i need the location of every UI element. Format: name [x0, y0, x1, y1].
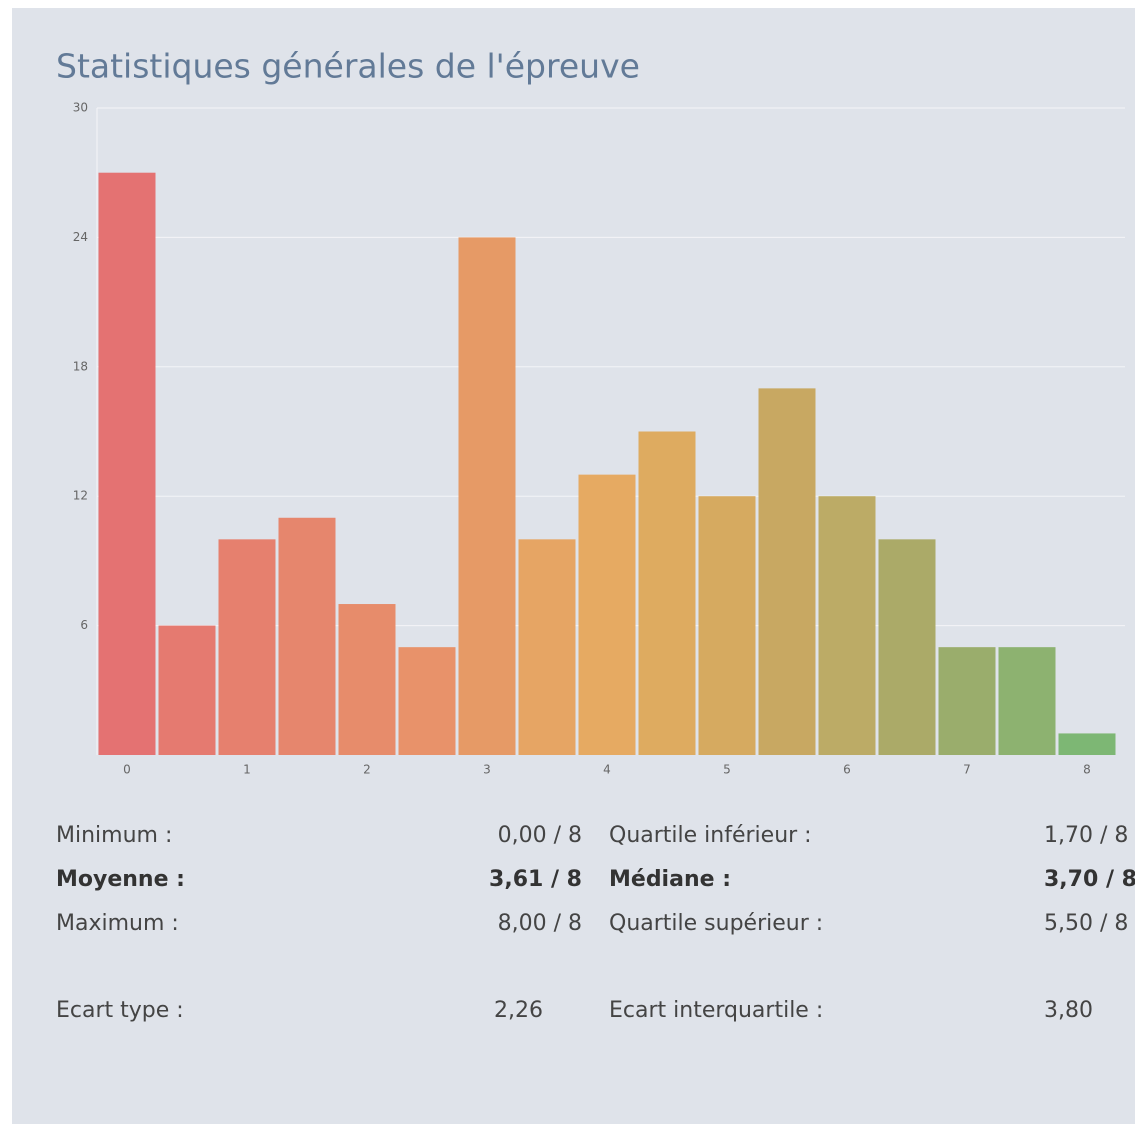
bar	[698, 496, 756, 755]
stat-cell: Moyenne :	[56, 867, 185, 892]
x-tick-label: 4	[603, 763, 611, 777]
stat-cell: 8,00 / 8	[497, 911, 582, 936]
stat-cell: 3,70 / 8	[1044, 867, 1135, 892]
stat-cell: Ecart type :	[56, 998, 184, 1023]
stat-cell: Quartile supérieur :	[609, 911, 824, 936]
bar	[518, 539, 576, 755]
bar	[1058, 733, 1116, 755]
y-tick-label: 24	[73, 230, 88, 244]
stats-panel: Statistiques générales de l'épreuve 6 12 1…	[12, 8, 1135, 1124]
bar	[338, 604, 396, 755]
x-tick-label: 5	[723, 763, 731, 777]
stat-cell: Quartile inférieur :	[609, 823, 812, 848]
bar	[278, 517, 336, 755]
stat-cell: 3,61 / 8	[489, 867, 582, 892]
bar	[578, 474, 636, 755]
stat-cell: 5,50 / 8	[1044, 911, 1129, 936]
bar	[98, 172, 156, 755]
bar	[758, 388, 816, 755]
bar	[458, 237, 516, 755]
x-tick-label: 8	[1083, 763, 1091, 777]
bar	[158, 625, 216, 755]
stats-table: Minimum : 0,00 / 8 Quartile inférieur : 1,7…	[12, 8, 1135, 1124]
y-tick-label: 6	[80, 618, 88, 632]
bar	[218, 539, 276, 755]
x-tick-label: 3	[483, 763, 491, 777]
y-tick-label: 30	[73, 101, 88, 115]
stat-cell: Ecart interquartile :	[609, 998, 824, 1023]
bar	[878, 539, 936, 755]
x-tick-label: 0	[123, 763, 131, 777]
stat-cell: 3,80	[1044, 998, 1093, 1023]
chart: Statistiques générales de l'épreuve 6121…	[56, 47, 1125, 777]
x-tick-label: 1	[243, 763, 251, 777]
bar	[998, 647, 1056, 755]
stat-cell: Médiane :	[609, 867, 731, 892]
y-tick-label: 18	[73, 359, 88, 373]
bar	[938, 647, 996, 755]
bar	[638, 431, 696, 755]
stat-cell: 2,26	[494, 998, 543, 1023]
stat-cell: Minimum :	[56, 823, 173, 848]
bar	[398, 647, 456, 755]
stat-cell: 1,70 / 8	[1044, 823, 1129, 848]
x-tick-label: 6	[843, 763, 851, 777]
chart-title: Statistiques générales de l'épreuve	[56, 47, 640, 86]
x-tick-label: 2	[363, 763, 371, 777]
stat-cell: Maximum :	[56, 911, 179, 936]
stat-cell: 0,00 / 8	[497, 823, 582, 848]
bar	[818, 496, 876, 755]
y-tick-label: 12	[73, 489, 88, 503]
x-tick-label: 7	[963, 763, 971, 777]
